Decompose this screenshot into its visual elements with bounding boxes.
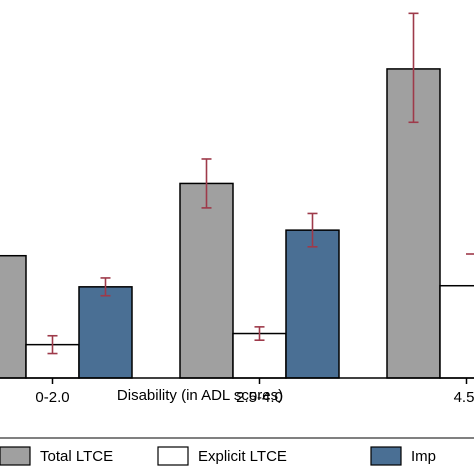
legend-label-imp: Imp	[411, 448, 436, 465]
bar-total-ltce-1	[179, 182, 234, 379]
bar-imp-0	[78, 286, 133, 379]
legend-frame	[0, 437, 474, 439]
errorbar-total-ltce-2	[408, 12, 419, 124]
errorbar-total-ltce-1	[201, 158, 212, 209]
errorbar-explicit-ltce-1	[254, 326, 265, 342]
bar-explicit-ltce-2	[439, 284, 474, 379]
x-tick-label-1: 2.5-4.0	[236, 389, 283, 406]
x-axis-title: Disability (in ADL scores)	[117, 387, 283, 404]
legend-swatch-total-ltce	[0, 446, 31, 466]
legend: Total LTCE Explicit LTCE Imp	[0, 437, 474, 466]
bar-imp-1	[285, 229, 340, 379]
bar-total-ltce-0	[0, 254, 27, 379]
errorbar-imp-1	[307, 212, 318, 248]
errorbar-imp-0	[100, 277, 111, 297]
legend-swatch-explicit-ltce	[157, 446, 189, 466]
x-tick-label-2: 4.5-	[454, 389, 474, 406]
legend-label-total-ltce: Total LTCE	[40, 448, 113, 465]
x-axis: 0-2.0 2.5-4.0 4.5-	[0, 377, 474, 406]
x-tick-label-0: 0-2.0	[35, 389, 69, 406]
legend-label-explicit-ltce: Explicit LTCE	[198, 448, 287, 465]
legend-swatch-imp	[370, 446, 402, 466]
errorbar-explicit-ltce-0	[47, 334, 58, 355]
plot-area	[0, 12, 474, 379]
